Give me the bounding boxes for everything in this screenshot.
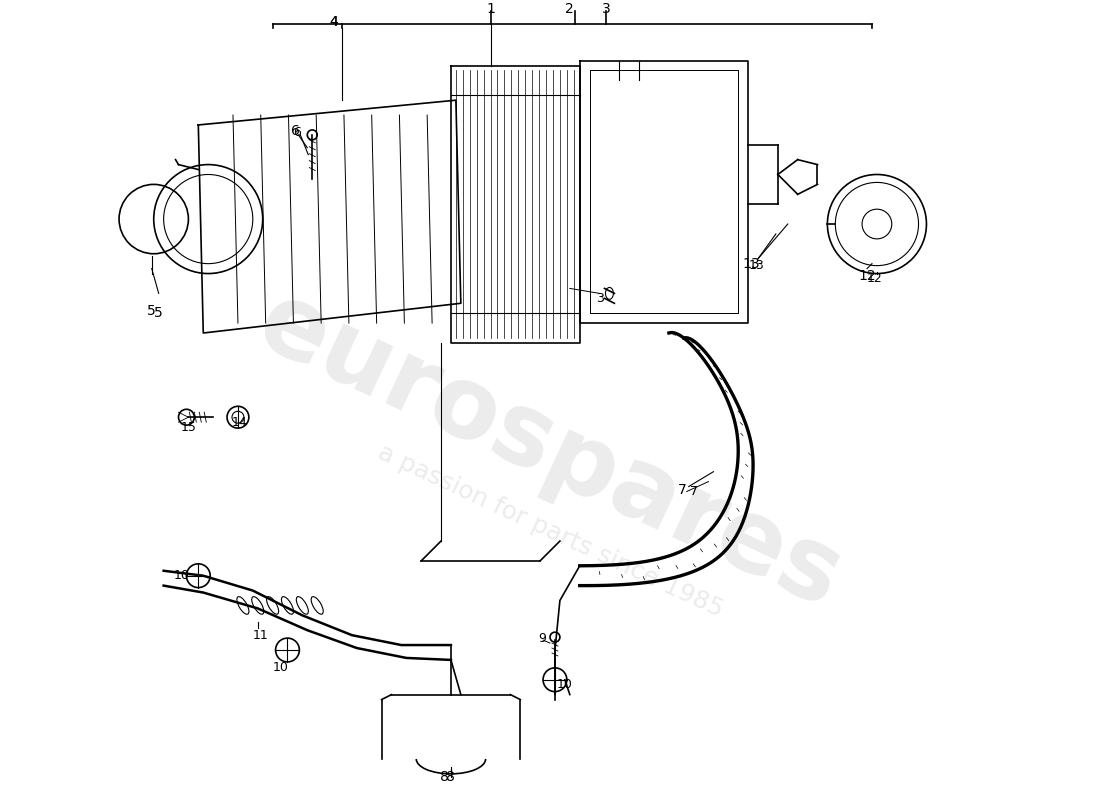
Text: 3: 3 — [595, 292, 604, 305]
Text: 11: 11 — [253, 629, 268, 642]
Text: 7: 7 — [690, 485, 697, 498]
Text: 2: 2 — [565, 2, 574, 16]
Text: 12: 12 — [858, 269, 876, 282]
Text: 9: 9 — [538, 632, 546, 645]
Text: 5: 5 — [154, 306, 163, 320]
Text: 10: 10 — [273, 662, 288, 674]
Text: eurospares: eurospares — [243, 274, 857, 630]
Text: 4: 4 — [330, 15, 339, 29]
Text: 3: 3 — [602, 2, 610, 16]
Text: 10: 10 — [174, 570, 189, 582]
Text: 6: 6 — [292, 124, 300, 138]
Text: a passion for parts since 1985: a passion for parts since 1985 — [374, 440, 726, 622]
Text: 15: 15 — [180, 421, 196, 434]
Text: 13: 13 — [742, 257, 760, 270]
Text: 4: 4 — [330, 15, 339, 29]
Text: 8: 8 — [447, 770, 455, 784]
Text: 14: 14 — [232, 416, 248, 429]
Text: 12: 12 — [867, 272, 883, 285]
Text: 5: 5 — [147, 304, 156, 318]
Text: 7: 7 — [678, 482, 686, 497]
Text: 8: 8 — [440, 770, 449, 784]
Text: 1: 1 — [486, 2, 495, 16]
Text: 10: 10 — [557, 678, 573, 691]
Text: 13: 13 — [748, 259, 763, 272]
Text: 6: 6 — [294, 126, 301, 139]
